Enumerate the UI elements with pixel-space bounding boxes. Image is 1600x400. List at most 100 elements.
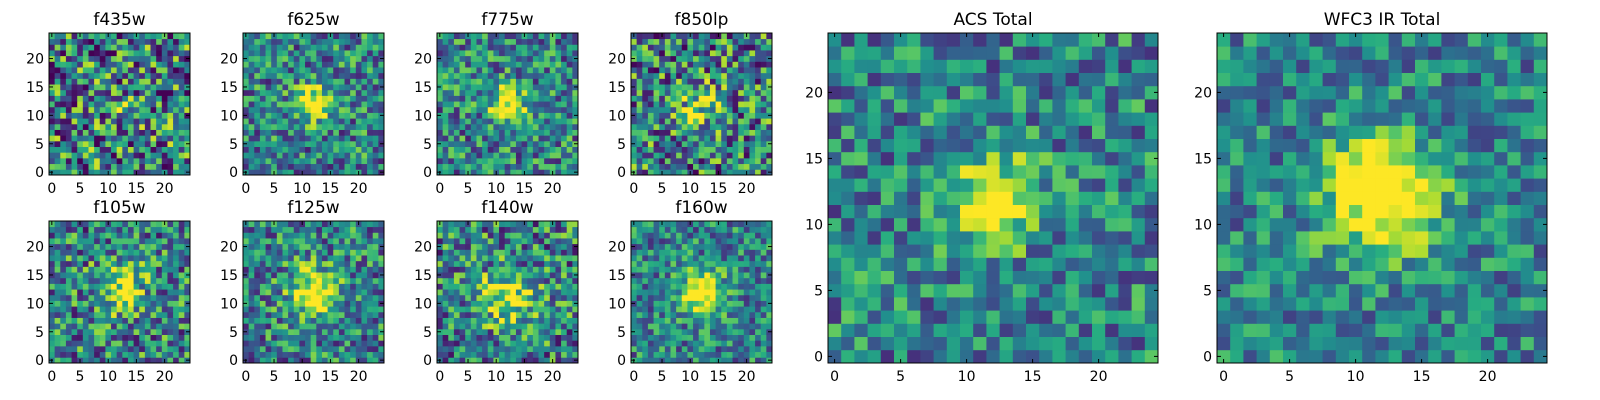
heatmap-cell [527, 169, 534, 176]
heatmap-cell [499, 351, 506, 358]
heatmap-cell [94, 306, 101, 313]
heatmap-cell [77, 38, 84, 45]
heatmap-cell [538, 311, 545, 318]
heatmap-cell [566, 84, 573, 91]
heatmap-cell [693, 95, 700, 102]
heatmap-cell [133, 157, 140, 165]
heatmap-cell [738, 84, 745, 91]
heatmap-cell [636, 345, 643, 353]
heatmap-cell [521, 112, 528, 119]
heatmap-cell [676, 345, 683, 353]
heatmap-cell [139, 157, 146, 165]
heatmap-cell [504, 84, 511, 91]
heatmap-cell [122, 118, 129, 125]
heatmap-cell [82, 33, 89, 40]
heatmap-cell [378, 123, 385, 130]
heatmap-cell [321, 101, 328, 108]
heatmap-cell [150, 289, 157, 296]
heatmap-cell [572, 106, 579, 113]
heatmap-cell [321, 328, 328, 335]
heatmap-cell [572, 152, 579, 159]
heatmap-cell [372, 243, 379, 250]
heatmap-cell [527, 323, 534, 330]
heatmap-cell [676, 89, 683, 96]
heatmap-cell [636, 357, 643, 364]
heatmap-cell [156, 272, 163, 279]
heatmap-cell [732, 357, 739, 364]
heatmap-cell [687, 38, 694, 45]
heatmap-cell [116, 272, 123, 279]
heatmap-cell [127, 317, 134, 324]
heatmap-cell [372, 277, 379, 284]
heatmap-cell [664, 38, 671, 45]
heatmap-cell [99, 38, 106, 45]
heatmap-cell [259, 78, 266, 85]
heatmap-cell [532, 357, 539, 364]
heatmap-cell [367, 72, 374, 79]
heatmap-cell [670, 33, 677, 40]
heatmap-cell [555, 351, 562, 358]
heatmap-cell [664, 357, 671, 364]
heatmap-cell [670, 357, 677, 364]
heatmap-cell [305, 157, 312, 165]
heatmap-cell [687, 345, 694, 353]
heatmap-cell [156, 123, 163, 130]
heatmap-cell [167, 357, 174, 364]
heatmap-cell [453, 317, 460, 324]
heatmap-cell [448, 272, 455, 279]
heatmap-cell [687, 146, 694, 153]
heatmap-cell [327, 272, 334, 279]
heatmap-cell [544, 340, 551, 347]
heatmap-cell [276, 140, 283, 147]
heatmap-cell [60, 123, 67, 130]
heatmap-cell [150, 33, 157, 40]
heatmap-cell [653, 334, 660, 341]
heatmap-cell [659, 123, 666, 130]
heatmap-cell [448, 78, 455, 85]
heatmap-cell [338, 357, 345, 364]
heatmap-cell [99, 72, 106, 79]
heatmap-cell [715, 146, 722, 153]
heatmap-cell [338, 260, 345, 267]
heatmap-cell [327, 249, 334, 256]
heatmap-cell [448, 357, 455, 364]
heatmap-cell [338, 33, 345, 40]
heatmap-cell [248, 78, 255, 85]
heatmap-cell [60, 340, 67, 347]
heatmap-cell [544, 249, 551, 256]
heatmap-cell [161, 84, 168, 91]
heatmap-cell [482, 33, 489, 40]
heatmap-cell [310, 260, 317, 267]
heatmap-cell [726, 345, 733, 353]
heatmap-cell [698, 283, 705, 290]
heatmap-cell [77, 146, 84, 153]
heatmap-cell [670, 50, 677, 57]
heatmap-cell [715, 294, 722, 301]
heatmap-cell [664, 277, 671, 284]
heatmap-cell [549, 112, 556, 119]
heatmap-cell [442, 78, 449, 85]
heatmap-cell [276, 277, 283, 284]
heatmap-cell [709, 283, 716, 290]
heatmap-cell [265, 340, 272, 347]
heatmap-cell [738, 140, 745, 147]
heatmap-cell [572, 306, 579, 313]
heatmap-cell [99, 152, 106, 159]
heatmap-cell [670, 140, 677, 147]
heatmap-cell [316, 129, 323, 136]
heatmap-cell [122, 300, 129, 307]
heatmap-cell [555, 152, 562, 159]
heatmap-cell [642, 351, 649, 358]
heatmap-cell [65, 255, 72, 262]
heatmap-cell [282, 61, 289, 68]
heatmap-cell [743, 163, 750, 170]
heatmap-cell [561, 283, 568, 290]
heatmap-cell [510, 289, 517, 296]
heatmap-cell [321, 169, 328, 176]
heatmap-cell [88, 272, 95, 279]
heatmap-cell [282, 357, 289, 364]
heatmap-cell [167, 221, 174, 228]
heatmap-cell [265, 249, 272, 256]
heatmap-cell [372, 334, 379, 341]
heatmap-cell [276, 255, 283, 262]
